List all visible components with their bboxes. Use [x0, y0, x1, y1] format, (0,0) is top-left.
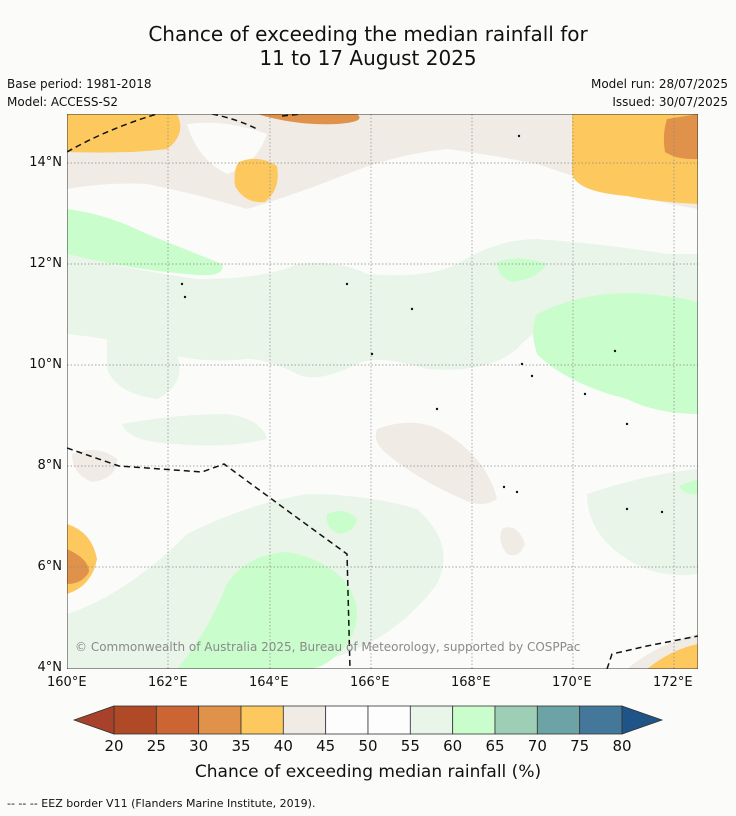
region-45-middle [375, 422, 497, 504]
map-title: Chance of exceeding the median rainfall … [0, 22, 736, 70]
lon-tick-172e: 172°E [653, 675, 693, 690]
lat-tick-12n: 12°N [29, 256, 62, 271]
colorbar-segment [494, 705, 538, 735]
colorbar-segment [452, 705, 496, 735]
rainfall-map [67, 114, 698, 669]
colorbar-segment [282, 705, 327, 735]
region-30-ne [663, 114, 698, 160]
colorbar-tick-70: 70 [527, 737, 547, 755]
region-65-south [177, 552, 357, 669]
colorbar [72, 705, 664, 735]
lat-tick-6n: 6°N [37, 559, 63, 574]
colorbar-tick-60: 60 [443, 737, 463, 755]
colorbar-tick-40: 40 [273, 737, 293, 755]
colorbar-segment [325, 705, 369, 735]
model-run: Model run: 28/07/2025 [590, 77, 728, 91]
colorbar-tick-65: 65 [485, 737, 505, 755]
eez-border [67, 114, 698, 669]
region-65-east [533, 293, 698, 414]
issued-date: Issued: 30/07/2025 [612, 95, 728, 109]
colorbar-segment [367, 705, 411, 735]
region-60-central [67, 239, 698, 378]
colorbar-tick-75: 75 [570, 737, 590, 755]
colorbar-tick-25: 25 [146, 737, 166, 755]
colorbar-tick-50: 50 [358, 737, 378, 755]
region-65-edge [679, 479, 698, 495]
islands [180, 134, 664, 514]
colorbar-tick-20: 20 [104, 737, 124, 755]
lon-tick-166e: 166°E [350, 675, 390, 690]
lon-tick-164e: 164°E [249, 675, 289, 690]
title-line-2: 11 to 17 August 2025 [259, 46, 477, 70]
colorbar-segments [113, 705, 623, 735]
colorbar-segment [536, 705, 581, 735]
colorbar-tick-45: 45 [316, 737, 336, 755]
meta-left: Base period: 1981-2018 Model: ACCESS-S2 [7, 75, 152, 111]
colorbar-segment [155, 705, 200, 735]
lat-tick-14n: 14°N [29, 155, 62, 170]
region-35-island [234, 158, 278, 203]
colorbar-label: Chance of exceeding median rainfall (%) [194, 762, 542, 782]
base-period: Base period: 1981-2018 [7, 77, 152, 91]
lon-tick-162e: 162°E [148, 675, 188, 690]
colorbar-tick-30: 30 [189, 737, 209, 755]
colorbar-segment [240, 705, 284, 735]
colorbar-segment [113, 705, 157, 735]
region-60-se [587, 469, 698, 575]
model-name: Model: ACCESS-S2 [7, 95, 119, 109]
colorbar-tick-55: 55 [400, 737, 420, 755]
region-35-se [647, 644, 698, 669]
colorbar-high-arrow [621, 705, 664, 735]
lon-tick-168e: 168°E [451, 675, 491, 690]
colorbar-low-arrow [72, 705, 115, 735]
title-line-1: Chance of exceeding the median rainfall … [148, 22, 588, 46]
copyright-notice: © Commonwealth of Australia 2025, Bureau… [75, 640, 581, 654]
lon-tick-160e: 160°E [47, 675, 87, 690]
meta-right: Model run: 28/07/2025 Issued: 30/07/2025 [591, 75, 728, 111]
region-45-west [72, 450, 117, 482]
region-35-nw [67, 114, 181, 153]
lat-tick-4n: 4°N [37, 660, 63, 675]
region-30-west [67, 549, 89, 584]
lat-tick-10n: 10°N [29, 357, 62, 372]
lat-tick-8n: 8°N [37, 458, 63, 473]
colorbar-segment [198, 705, 242, 735]
colorbar-segment [579, 705, 623, 735]
colorbar-segment [409, 705, 454, 735]
colorbar-tick-35: 35 [231, 737, 251, 755]
graticule [67, 114, 698, 669]
lon-tick-170e: 170°E [552, 675, 592, 690]
region-65-west [67, 209, 223, 276]
region-60-midwest [107, 334, 180, 399]
region-65-islet [326, 510, 357, 534]
region-45-islet [500, 527, 525, 556]
eez-footnote: -- -- -- EEZ border V11 (Flanders Marine… [7, 797, 316, 810]
colorbar-tick-80: 80 [612, 737, 632, 755]
region-60-sw [122, 414, 267, 446]
